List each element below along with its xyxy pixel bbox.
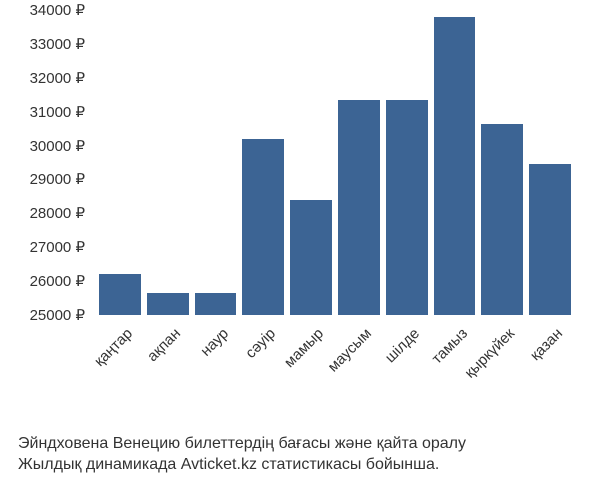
x-tick-label: наур [197, 325, 232, 360]
plot-area [95, 10, 575, 315]
bar [338, 100, 380, 315]
bar [147, 293, 189, 315]
x-tick-label: қазан [527, 325, 566, 364]
bar [481, 124, 523, 315]
x-tick-label: сәуір [243, 325, 280, 362]
x-axis: қаңтарақпаннаурсәуірмамырмаусымшілдетамы… [95, 320, 575, 430]
x-tick-label: мамыр [281, 325, 327, 371]
y-tick-label: 33000 ₽ [30, 35, 85, 53]
bar [195, 293, 237, 315]
bar [434, 17, 476, 315]
x-tick-label: қаңтар [91, 325, 136, 370]
y-axis: 25000 ₽26000 ₽27000 ₽28000 ₽29000 ₽30000… [0, 10, 90, 315]
x-tick-label: қыркүйек [462, 325, 519, 382]
x-tick-label: маусым [324, 325, 375, 376]
bar [529, 164, 571, 315]
y-tick-label: 26000 ₽ [30, 272, 85, 290]
caption-line-2: Жылдық динамикада Avticket.kz статистика… [18, 454, 588, 476]
x-tick-label: шілде [382, 325, 423, 366]
y-tick-label: 28000 ₽ [30, 204, 85, 222]
x-tick-label: тамыз [428, 325, 470, 367]
y-tick-label: 31000 ₽ [30, 103, 85, 121]
y-tick-label: 34000 ₽ [30, 1, 85, 19]
bars-group [95, 10, 575, 315]
bar [290, 200, 332, 315]
y-tick-label: 25000 ₽ [30, 306, 85, 324]
y-tick-label: 32000 ₽ [30, 69, 85, 87]
bar [242, 139, 284, 315]
y-tick-label: 27000 ₽ [30, 238, 85, 256]
y-tick-label: 30000 ₽ [30, 137, 85, 155]
price-chart: 25000 ₽ 26000 ₽ 27000 ₽ 28000 ₽ 29000 ₽ 30000… [0, 0, 600, 500]
caption-line-1: Эйндховена Венецию билеттердің бағасы жә… [18, 433, 588, 455]
x-tick-label: ақпан [144, 325, 184, 365]
bar [386, 100, 428, 315]
bar [99, 274, 141, 315]
y-tick-label: 29000 ₽ [30, 170, 85, 188]
chart-caption: Эйндховена Венецию билеттердің бағасы жә… [18, 433, 588, 476]
